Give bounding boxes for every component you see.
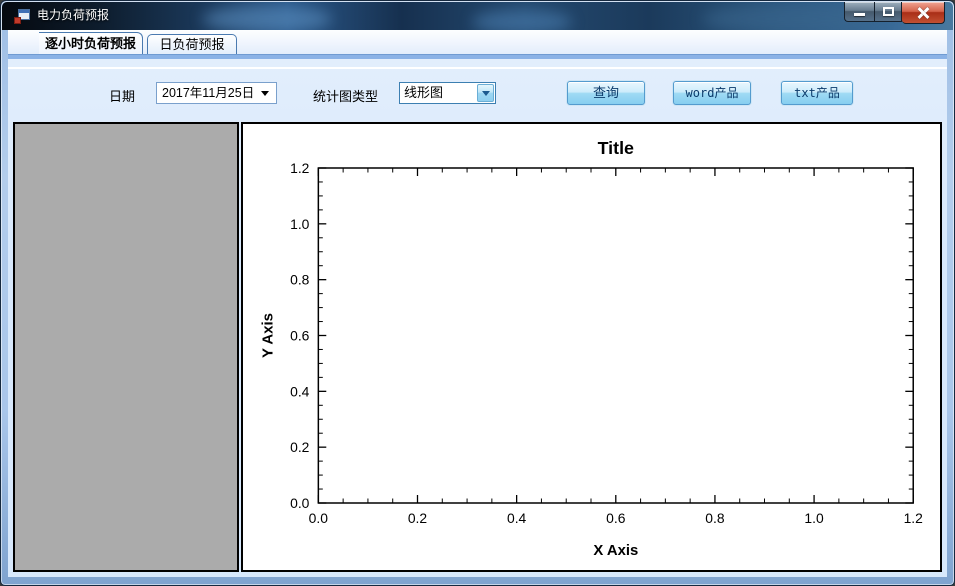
svg-text:Title: Title xyxy=(598,138,634,158)
date-picker-value: 2017年11月25日 xyxy=(162,86,255,100)
window-title: 电力负荷预报 xyxy=(37,8,110,22)
date-picker[interactable]: 2017年11月25日 xyxy=(156,82,277,104)
svg-text:X Axis: X Axis xyxy=(593,542,638,559)
svg-text:0.0: 0.0 xyxy=(290,495,310,511)
tab-page-top-band xyxy=(8,54,947,59)
close-button[interactable] xyxy=(902,2,945,24)
svg-text:0.8: 0.8 xyxy=(290,272,310,288)
svg-text:0.4: 0.4 xyxy=(290,383,310,399)
svg-text:0.4: 0.4 xyxy=(507,510,527,526)
tab-hourly-load-forecast[interactable]: 逐小时负荷预报 xyxy=(39,32,143,54)
svg-text:0.6: 0.6 xyxy=(290,327,310,343)
tab-daily-load-forecast[interactable]: 日负荷预报 xyxy=(147,34,237,54)
txt-product-button[interactable]: txt产品 xyxy=(781,81,853,105)
left-results-panel xyxy=(13,122,239,572)
svg-text:1.2: 1.2 xyxy=(290,160,310,176)
svg-text:0.0: 0.0 xyxy=(309,510,329,526)
svg-text:0.2: 0.2 xyxy=(290,439,310,455)
chart-type-label: 统计图类型 xyxy=(313,89,379,104)
tab-strip: 逐小时负荷预报 日负荷预报 xyxy=(8,30,947,54)
date-label: 日期 xyxy=(109,89,136,104)
chart-panel: 0.0 0.2 0.4 0.6 0.8 1.0 1.2 0.0 0.2 0.4 0.6 0.8 1.0 1… xyxy=(241,122,942,572)
titlebar: 电力负荷预报 xyxy=(2,2,953,30)
minimize-icon xyxy=(854,13,865,16)
titlebar-glass-highlight xyxy=(472,10,572,30)
winforms-form-icon xyxy=(14,9,30,24)
window-controls xyxy=(844,2,945,24)
titlebar-glass-highlight xyxy=(202,6,332,30)
svg-text:0.8: 0.8 xyxy=(705,510,725,526)
divider-line xyxy=(8,67,947,69)
svg-text:0.6: 0.6 xyxy=(606,510,626,526)
chart-type-value: 线形图 xyxy=(404,85,444,100)
close-icon xyxy=(917,7,929,19)
word-product-button[interactable]: word产品 xyxy=(673,81,751,105)
chevron-down-icon[interactable] xyxy=(261,91,269,96)
tab-page-content: 日期 2017年11月25日 统计图类型 线形图 查询 word产品 txt产品… xyxy=(8,59,947,577)
combobox-dropdown-button[interactable] xyxy=(477,84,494,102)
svg-text:1.0: 1.0 xyxy=(290,216,310,232)
empty-line-chart: 0.0 0.2 0.4 0.6 0.8 1.0 1.2 0.0 0.2 0.4 0.6 0.8 1.0 1… xyxy=(260,138,924,559)
svg-text:0.2: 0.2 xyxy=(408,510,428,526)
svg-text:1.2: 1.2 xyxy=(904,510,924,526)
chevron-down-icon xyxy=(482,91,490,96)
chart-type-combobox[interactable]: 线形图 xyxy=(399,82,496,104)
svg-text:Y Axis: Y Axis xyxy=(260,313,277,358)
client-area: 逐小时负荷预报 日负荷预报 日期 2017年11月25日 统计图类型 线形图 查… xyxy=(8,30,947,577)
svg-text:1.0: 1.0 xyxy=(804,510,824,526)
minimize-button[interactable] xyxy=(844,2,874,22)
maximize-icon xyxy=(883,7,894,16)
query-button[interactable]: 查询 xyxy=(567,81,645,105)
maximize-button[interactable] xyxy=(874,2,902,22)
